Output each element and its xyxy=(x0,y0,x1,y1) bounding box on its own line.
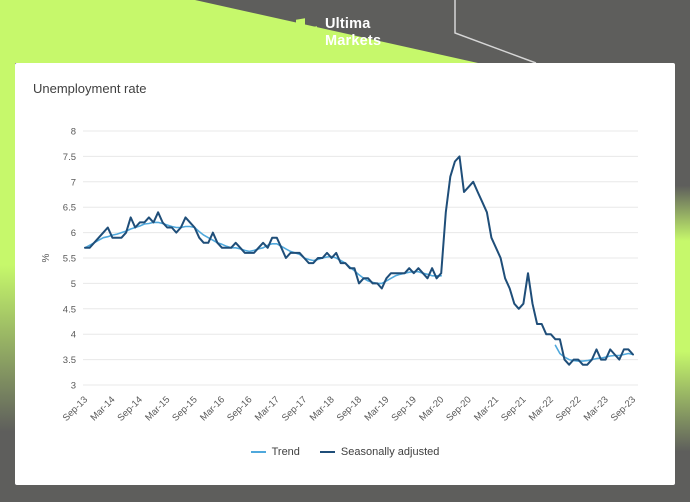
x-tick-label: Sep-20 xyxy=(444,394,473,423)
y-tick-label: 8 xyxy=(71,127,76,138)
chart-legend: Trend Seasonally adjusted xyxy=(15,446,675,458)
lime-right-strip xyxy=(675,0,690,502)
logo-bar-right xyxy=(308,26,317,55)
legend-label-seasonally-adjusted: Seasonally adjusted xyxy=(340,446,440,458)
x-tick-label: Mar-14 xyxy=(88,394,117,423)
y-tick-label: 4.5 xyxy=(63,304,76,315)
y-axis-title: % xyxy=(41,253,52,262)
x-tick-label: Sep-15 xyxy=(170,394,199,423)
lime-triangle-top-left xyxy=(0,0,478,63)
x-tick-label: Mar-22 xyxy=(527,394,556,423)
x-tick-label: Mar-21 xyxy=(472,394,501,423)
hexagon-outline-left xyxy=(454,0,537,64)
y-tick-label: 7 xyxy=(71,177,76,188)
seasonally-adjusted-line-marker xyxy=(319,450,335,454)
x-tick-label: Mar-17 xyxy=(253,394,282,423)
y-tick-label: 4 xyxy=(71,330,76,341)
legend-label-trend: Trend xyxy=(271,446,300,458)
brand-name-line1: Ultima xyxy=(325,16,371,32)
y-tick-label: 5 xyxy=(71,279,76,290)
x-tick-label: Sep-22 xyxy=(554,394,583,423)
y-tick-label: 6 xyxy=(71,228,76,239)
y-tick-label: 3 xyxy=(71,381,76,392)
y-tick-label: 3.5 xyxy=(63,355,76,366)
x-tick-label: Mar-15 xyxy=(143,394,172,423)
y-tick-label: 5.5 xyxy=(63,254,76,265)
x-tick-label: Mar-18 xyxy=(308,394,337,423)
x-tick-label: Mar-19 xyxy=(362,394,391,423)
legend-item-seasonally-adjusted: Seasonally adjusted xyxy=(319,446,440,458)
chart-card: Unemployment rate 8 7.5 7 6.5 6 5.5 5 4.5 4 3.5 3%… xyxy=(15,63,675,485)
brand-logo: Ultima Markets xyxy=(296,13,381,55)
trend-series xyxy=(84,221,443,285)
seasonally-adjusted-series xyxy=(84,155,634,366)
logo-bar-left xyxy=(296,18,305,47)
x-tick-label: Sep-18 xyxy=(335,394,364,423)
trend-series xyxy=(554,344,634,362)
legend-item-trend: Trend xyxy=(250,446,300,458)
chart-title: Unemployment rate xyxy=(33,81,147,96)
x-tick-label: Sep-14 xyxy=(115,394,144,423)
brand-name: Ultima Markets xyxy=(325,13,381,50)
x-tick-label: Sep-23 xyxy=(609,394,638,423)
x-tick-label: Mar-20 xyxy=(417,394,446,423)
y-tick-label: 7.5 xyxy=(63,152,76,163)
brand-name-line2: Markets xyxy=(325,33,382,49)
x-tick-label: Mar-16 xyxy=(198,394,227,423)
y-tick-label: 6.5 xyxy=(63,203,76,214)
brand-logo-icon xyxy=(296,13,318,55)
unemployment-rate-chart: 8 7.5 7 6.5 6 5.5 5 4.5 4 3.5 3% Sep-13Mar-14Sep-14… xyxy=(41,127,638,424)
x-tick-label: Mar-23 xyxy=(582,394,611,423)
lime-left-strip xyxy=(0,63,15,502)
x-tick-label: Sep-21 xyxy=(499,394,528,423)
x-tick-label: Sep-19 xyxy=(389,394,418,423)
trend-line-marker xyxy=(250,450,266,454)
x-tick-label: Sep-16 xyxy=(225,394,254,423)
x-tick-label: Sep-13 xyxy=(61,394,90,423)
x-tick-label: Sep-17 xyxy=(280,394,309,423)
